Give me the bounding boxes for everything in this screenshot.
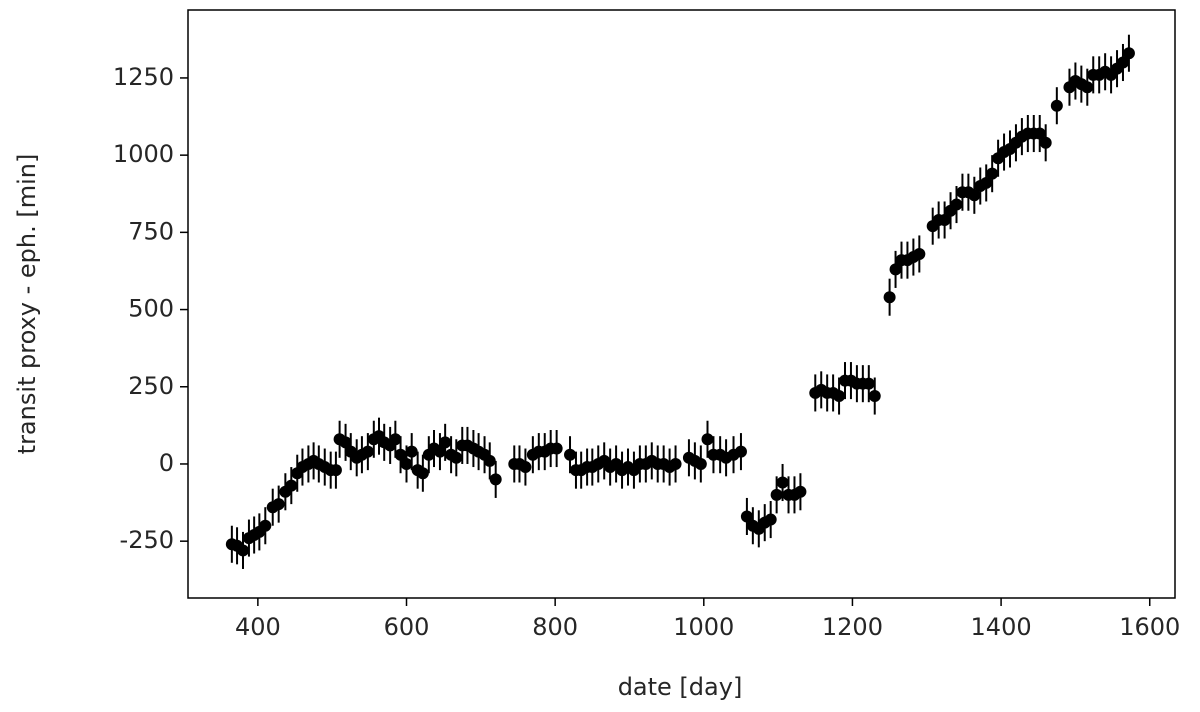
point — [669, 457, 682, 470]
point — [1116, 56, 1129, 69]
point — [1050, 99, 1063, 112]
point — [794, 485, 807, 498]
point — [433, 445, 446, 458]
x-axis-label: date [day] — [618, 673, 743, 701]
point — [913, 247, 926, 260]
x-tick-label: 1400 — [971, 613, 1032, 641]
point — [986, 167, 999, 180]
point — [416, 467, 429, 480]
point — [489, 473, 502, 486]
point — [950, 198, 963, 211]
point — [272, 498, 285, 511]
point — [770, 488, 783, 501]
point — [734, 445, 747, 458]
point — [701, 433, 714, 446]
point — [740, 510, 753, 523]
point — [259, 519, 272, 532]
point — [980, 176, 993, 189]
point — [394, 448, 407, 461]
y-tick-label: 1000 — [113, 140, 174, 168]
y-tick-label: 0 — [159, 449, 174, 477]
x-tick-label: 800 — [532, 613, 578, 641]
x-tick-label: 400 — [235, 613, 281, 641]
point — [1039, 136, 1052, 149]
point — [968, 189, 981, 202]
x-tick-label: 600 — [384, 613, 430, 641]
x-tick-label: 1200 — [822, 613, 883, 641]
y-tick-label: 750 — [128, 217, 174, 245]
point — [862, 377, 875, 390]
x-tick-label: 1600 — [1119, 613, 1180, 641]
point — [285, 479, 298, 492]
point — [483, 454, 496, 467]
point — [889, 263, 902, 276]
point — [1033, 127, 1046, 140]
point — [868, 390, 881, 403]
point — [389, 433, 402, 446]
point — [883, 291, 896, 304]
point — [361, 445, 374, 458]
y-tick-label: 500 — [128, 295, 174, 323]
y-tick-label: 1250 — [113, 63, 174, 91]
point — [550, 442, 563, 455]
point — [833, 390, 846, 403]
point — [405, 445, 418, 458]
point — [694, 457, 707, 470]
point — [764, 513, 777, 526]
point — [339, 436, 352, 449]
y-axis-label: transit proxy - eph. [min] — [13, 154, 41, 455]
point — [400, 457, 413, 470]
point — [564, 448, 577, 461]
y-tick-label: -250 — [120, 526, 174, 554]
point — [1081, 81, 1094, 94]
point — [236, 544, 249, 557]
x-tick-label: 1000 — [673, 613, 734, 641]
point — [776, 476, 789, 489]
point — [329, 464, 342, 477]
point — [439, 436, 452, 449]
plot-frame — [187, 9, 1176, 599]
point — [1122, 47, 1135, 60]
point — [938, 214, 951, 226]
point — [519, 461, 532, 474]
point — [450, 451, 463, 464]
y-tick-label: 250 — [128, 372, 174, 400]
